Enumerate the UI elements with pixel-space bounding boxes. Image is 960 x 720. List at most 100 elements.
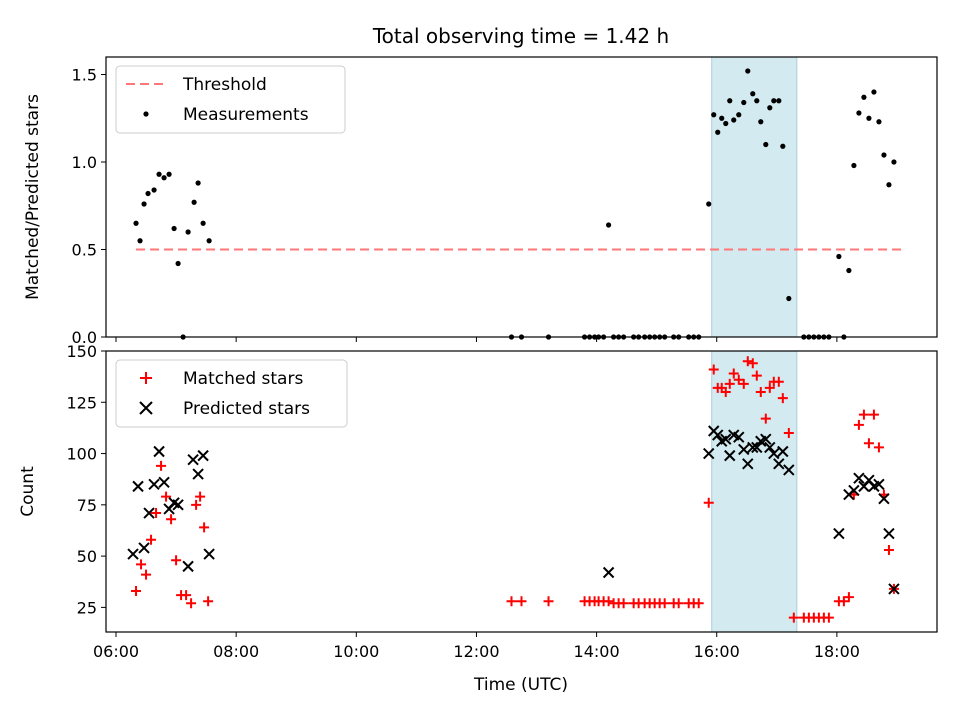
matched-stars-point <box>843 592 854 603</box>
highlight-span <box>711 56 798 338</box>
matched-stars-point <box>195 491 206 502</box>
predicted-stars-point <box>197 449 209 462</box>
matched-stars-point <box>166 514 177 525</box>
measurement-point <box>780 143 786 149</box>
measurement-point <box>767 105 773 111</box>
matched-stars-point <box>708 364 719 375</box>
y-tick-label: 100 <box>66 445 97 464</box>
measurement-point <box>161 175 167 181</box>
x-tick-label: 10:00 <box>333 642 379 661</box>
measurement-point <box>771 98 777 104</box>
predicted-stars-point <box>833 527 845 540</box>
predicted-stars-point <box>873 478 885 491</box>
axes-frame <box>105 56 938 338</box>
predicted-stars-point <box>182 560 194 573</box>
matched-stars-point <box>868 409 879 420</box>
matched-stars-point <box>703 497 714 508</box>
measurement-point <box>206 238 212 244</box>
matched-stars-point <box>783 428 794 439</box>
matched-stars-point <box>858 409 869 420</box>
x-tick-label: 14:00 <box>574 642 620 661</box>
measurement-point <box>750 91 756 97</box>
predicted-stars-point <box>148 478 160 491</box>
predicted-stars-point <box>203 548 215 560</box>
predicted-stars-point <box>878 492 890 505</box>
matched-stars-point <box>693 598 704 609</box>
matched-stars-point <box>171 555 182 566</box>
measurement-point <box>166 171 172 177</box>
legend-label: Threshold <box>182 75 267 95</box>
predicted-stars-point <box>783 464 795 476</box>
y-tick-label: 125 <box>66 393 97 412</box>
y-tick-label: 25 <box>77 598 97 617</box>
predicted-stars-point <box>773 458 785 470</box>
matched-stars-point <box>738 378 749 389</box>
matched-stars-point <box>764 382 775 393</box>
matched-stars-point <box>853 419 864 430</box>
x-axis-label: Time (UTC) <box>473 675 568 695</box>
matched-stars-point <box>720 387 731 398</box>
y-tick-label: 75 <box>77 496 97 515</box>
predicted-stars-point <box>724 449 736 462</box>
matched-stars-point <box>136 559 147 570</box>
predicted-stars-point <box>192 468 204 480</box>
predicted-stars-point <box>132 480 144 493</box>
predicted-stars-point <box>720 433 732 445</box>
matched-stars-point <box>181 590 192 601</box>
matched-stars-point <box>156 460 167 471</box>
y-tick-label: 50 <box>77 547 97 566</box>
matched-stars-point <box>186 598 197 609</box>
matched-stars-point <box>141 569 152 580</box>
matched-stars-point <box>863 438 874 449</box>
measurement-point <box>706 201 712 207</box>
predicted-stars-point <box>751 441 763 454</box>
predicted-stars-point <box>738 443 750 456</box>
measurement-point <box>741 99 747 106</box>
matched-stars-point <box>724 378 735 389</box>
predicted-stars-point <box>712 429 724 441</box>
matched-stars-point <box>146 534 157 545</box>
matched-stars-point <box>742 356 753 367</box>
measurement-point <box>851 162 857 169</box>
measurement-point <box>758 119 764 125</box>
measurement-point <box>731 117 737 123</box>
predicted-stars-point <box>187 454 199 466</box>
legend-box <box>115 359 348 428</box>
matched-stars-point <box>543 596 554 607</box>
legend-predicted-swatch <box>139 401 153 415</box>
legend-matched-swatch <box>140 372 152 384</box>
bottom-panel: 06:00 08:00 10:00 12:00 14:00 16:00 18:00 25 50 7… <box>18 342 938 661</box>
measurement-point <box>763 141 769 148</box>
measurement-point <box>145 190 151 197</box>
matched-stars-point <box>506 596 517 607</box>
measurement-point <box>736 112 742 118</box>
matched-stars-point <box>673 598 684 609</box>
measurement-point <box>185 229 191 235</box>
matched-stars-point <box>131 585 142 596</box>
matched-stars-point <box>747 358 758 369</box>
matched-stars-point <box>618 598 629 609</box>
measurement-point <box>754 98 760 104</box>
y-tick-label: 0.0 <box>72 328 97 347</box>
measurement-point <box>727 98 733 104</box>
x-tick-label: 08:00 <box>213 642 259 661</box>
top-panel: 0.0 0.5 1.0 1.5 Matched/Predicted stars Thres… <box>23 56 938 347</box>
measurement-point <box>606 222 612 228</box>
measurement-point <box>141 201 147 207</box>
matched-stars-point <box>873 442 884 453</box>
matched-stars-point <box>603 596 614 607</box>
measurement-point <box>745 68 751 74</box>
predicted-stars-point <box>768 447 780 460</box>
predicted-stars-point <box>127 548 139 560</box>
x-tick-label: 06:00 <box>93 642 139 661</box>
measurement-point <box>719 115 725 121</box>
measurement-point <box>861 94 867 100</box>
predicted-stars-point <box>602 566 615 579</box>
measurement-point <box>891 159 897 165</box>
legend-label: Predicted stars <box>183 399 310 419</box>
predicted-stars-point <box>742 458 754 470</box>
matched-stars-point <box>838 596 849 607</box>
measurement-point <box>711 112 717 118</box>
matched-stars-point <box>883 544 894 555</box>
